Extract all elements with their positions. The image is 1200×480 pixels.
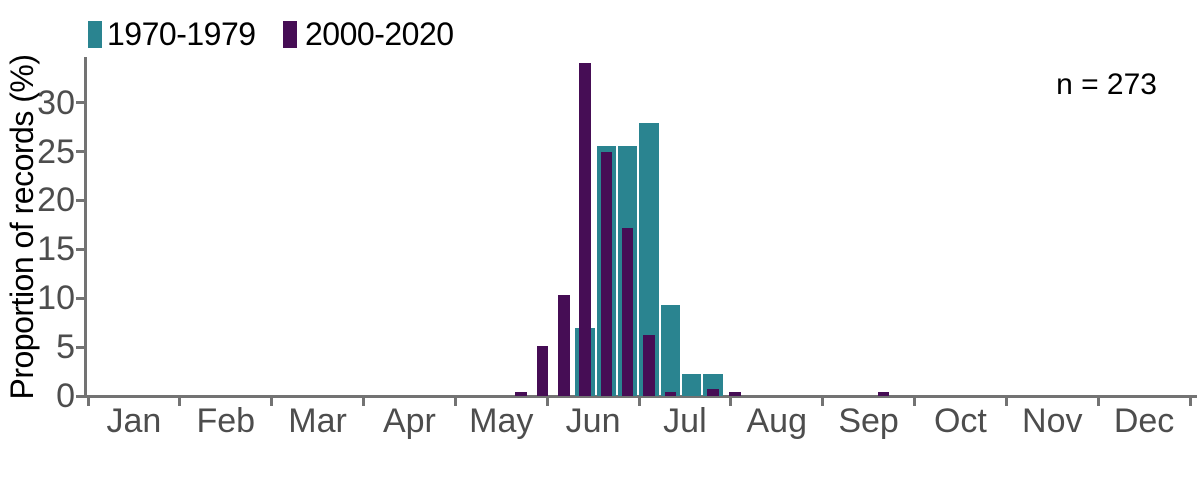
sample-size-annotation: n = 273 [1056,68,1157,101]
y-tick-label: 30 [37,83,75,122]
x-tick [545,396,549,406]
y-axis-line [84,57,87,398]
bar-1970-1979 [681,373,702,396]
y-tick [76,101,85,105]
x-tick [270,396,274,406]
x-tick [913,396,916,406]
y-tick [76,345,85,349]
x-month-label: Mar [288,402,347,440]
y-tick-label: 20 [37,181,75,220]
x-month-label: Jun [565,402,621,440]
bar-2000-2020 [621,227,634,396]
x-month-label: Jan [106,402,162,440]
legend-swatch-1970-1979 [88,21,102,48]
bar-2000-2020 [664,392,677,396]
x-tick [1004,396,1008,406]
y-tick [76,150,85,153]
x-month-label: Sep [838,402,899,440]
bar-2000-2020 [515,392,527,396]
x-month-label: May [469,402,534,440]
y-tick [76,296,85,300]
x-tick [821,396,825,406]
x-tick [1096,396,1100,406]
x-month-label: Feb [196,402,256,440]
bar-2000-2020 [579,63,591,396]
x-tick [362,396,365,406]
y-tick [76,247,85,251]
x-month-label: Oct [933,402,987,440]
x-month-label: Jul [663,402,707,440]
x-month-label: Dec [1113,402,1175,440]
x-month-label: Apr [382,402,436,440]
x-month-label: Nov [1022,402,1083,440]
x-tick [637,396,641,406]
y-tick [76,198,85,202]
y-tick [76,394,85,398]
x-axis-line [84,394,1197,398]
x-tick [729,396,733,406]
y-tick-label: 5 [56,328,75,367]
bar-2000-2020 [558,295,570,396]
legend-label-1970-1979: 1970-1979 [107,16,256,52]
bar-2000-2020 [707,389,719,396]
legend-label-2000-2020: 2000-2020 [305,16,454,52]
y-tick-label: 25 [37,132,75,171]
bar-2000-2020 [877,392,890,396]
legend-swatch-2000-2020 [283,21,297,48]
y-tick-label: 15 [37,230,75,269]
x-tick [1188,396,1192,406]
bar-2000-2020 [643,335,655,396]
y-tick-label: 0 [56,377,75,415]
bar-1970-1979 [639,123,659,396]
x-month-label: Aug [746,402,808,440]
x-tick [86,396,90,406]
bar-1970-1979 [660,305,681,396]
x-tick [453,396,457,406]
bar-2000-2020 [536,346,549,396]
x-tick [178,396,182,406]
bar-2000-2020 [600,152,613,396]
bar-2000-2020 [729,392,741,396]
y-tick-label: 10 [37,279,75,318]
